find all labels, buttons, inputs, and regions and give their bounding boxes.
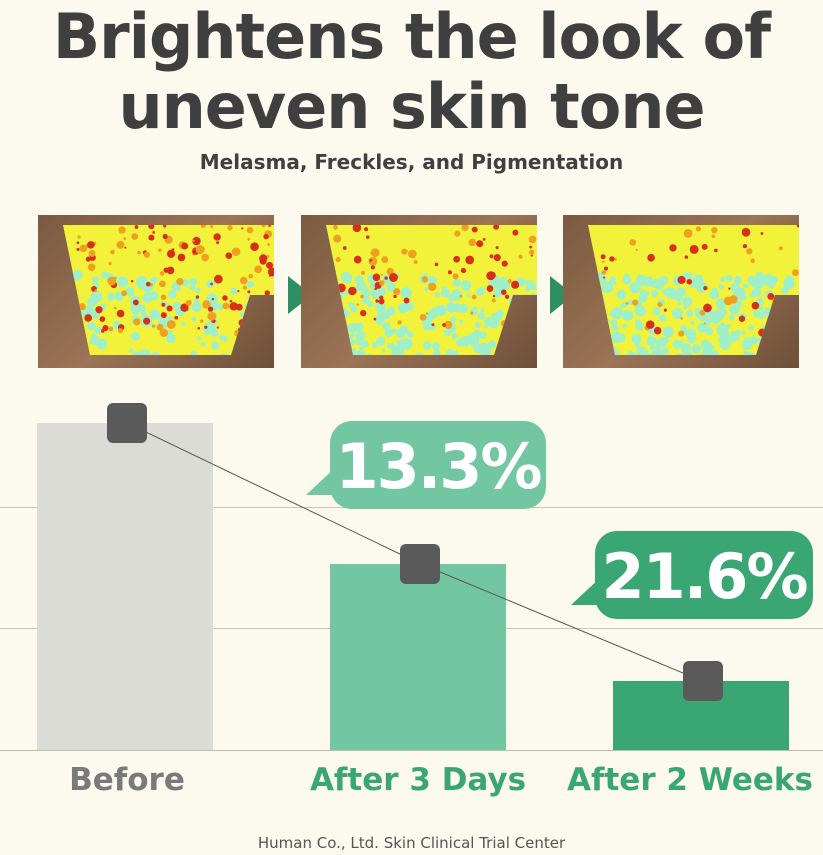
annotation-bubble-3-days: 13.3%: [306, 421, 546, 509]
annotation-label: 21.6%: [601, 540, 808, 613]
category-label-before: Before: [69, 762, 185, 798]
bubble-tail: [571, 577, 601, 605]
x-axis: [0, 750, 823, 751]
marker-after-3-days: [400, 543, 440, 584]
photo-after-2-weeks: [563, 215, 799, 368]
subtitle: Melasma, Freckles, and Pigmentation: [199, 150, 624, 174]
photo-after-3-days: [301, 215, 537, 368]
marker-before: [107, 403, 147, 443]
footer-credit: Human Co., Ltd. Skin Clinical Trial Cent…: [257, 834, 566, 852]
title-line-2: uneven skin tone: [118, 70, 705, 143]
bar-before: [37, 423, 213, 750]
category-label-after-2-weeks: After 2 Weeks: [567, 762, 813, 798]
annotation-bubble-2-weeks: 21.6%: [571, 531, 813, 619]
marker-after-2-weeks: [683, 661, 723, 702]
bar-after-3-days: [330, 563, 506, 750]
heatmap-overlay: [588, 225, 799, 355]
bubble-tail: [306, 467, 336, 495]
page-title: Brightens the look of uneven skin tone: [0, 0, 823, 142]
heatmap-overlay: [326, 225, 537, 355]
title-line-1: Brightens the look of: [52, 0, 771, 73]
category-label-after-3-days: After 3 Days: [309, 762, 527, 798]
annotation-label: 13.3%: [335, 430, 542, 503]
photo-before: [38, 215, 274, 368]
heatmap-overlay: [63, 225, 274, 355]
